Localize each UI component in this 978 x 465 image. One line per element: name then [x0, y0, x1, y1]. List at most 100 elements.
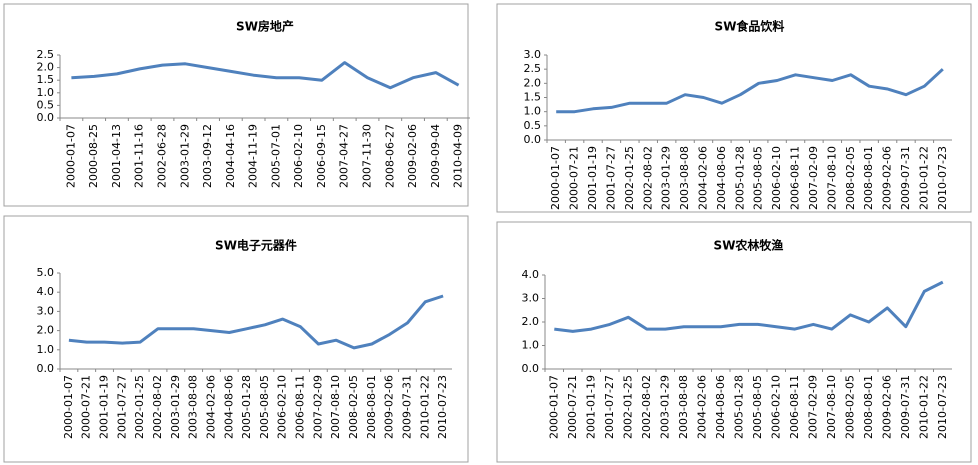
- x-tick-label: 2006-02-10: [769, 375, 782, 439]
- x-tick-label: 2003-08-08: [677, 375, 690, 439]
- x-tick-label: 2000-01-07: [547, 375, 560, 439]
- x-tick-label: 2008-02-05: [844, 146, 857, 210]
- x-tick-label: 2005-01-28: [240, 375, 253, 439]
- chart-frame: [496, 3, 972, 213]
- x-tick-label: 2000-01-07: [549, 146, 562, 210]
- y-tick-label: 5.0: [37, 266, 55, 279]
- x-tick-label: 2005-01-28: [733, 146, 746, 210]
- chart-panel: SW房地产 0.00.51.01.52.02.5 2000-01-07 2000-08…: [3, 3, 470, 207]
- y-tick-label: 2.0: [37, 61, 55, 74]
- x-tick-label: 2003-01-29: [658, 375, 671, 439]
- y-tick-label: 0.0: [524, 133, 542, 146]
- x-tick-label: 2005-08-05: [258, 375, 271, 439]
- x-tick-label: 2002-01-25: [623, 146, 636, 210]
- y-tick-label: 1.0: [524, 105, 542, 118]
- x-tick-label: 2001-04-13: [110, 124, 123, 188]
- data-line: [554, 280, 944, 333]
- y-tick-label: 2.5: [524, 62, 542, 75]
- y-tick-label: 1.0: [37, 343, 55, 356]
- x-tick-label: 2001-01-19: [586, 146, 599, 210]
- x-tick-label: 2001-01-19: [98, 375, 111, 439]
- chart-title: SW房地产: [236, 19, 294, 34]
- x-tick-label: 2005-08-05: [751, 375, 764, 439]
- y-tick-label: 0.0: [37, 362, 55, 375]
- x-tick-label: 2001-07-27: [603, 375, 616, 439]
- x-tick-label: 2004-02-06: [695, 375, 708, 439]
- x-tick-label: 2003-08-08: [678, 146, 691, 210]
- x-tick-label: 2003-01-29: [169, 375, 182, 439]
- x-tick-label: 2008-08-01: [862, 375, 875, 439]
- x-tick-label: 2000-01-07: [62, 375, 75, 439]
- x-tick-label: 2008-08-01: [365, 375, 378, 439]
- y-tick-label: 1.0: [37, 86, 55, 99]
- x-tick-label: 2001-01-19: [584, 375, 597, 439]
- chart-frame: [3, 3, 469, 207]
- x-tick-label: 2000-07-21: [80, 375, 93, 439]
- chart-panel: SW农林牧渔 0.0 1.0 2.0 3.0 4.0 2000-01-07 2000-07-2…: [496, 221, 972, 463]
- y-tick-label: 2.0: [522, 315, 540, 328]
- chart-title: SW农林牧渔: [714, 238, 784, 253]
- x-tick-label: 2000-07-21: [566, 375, 579, 439]
- x-tick-label: 2010-04-09: [452, 124, 465, 188]
- x-tick-label: 2008-02-05: [843, 375, 856, 439]
- x-tick-label: 2004-08-06: [715, 146, 728, 210]
- x-tick-label: 2007-08-10: [825, 375, 838, 439]
- x-tick-label: 2006-08-11: [788, 375, 801, 439]
- x-tick-label: 2008-08-01: [862, 146, 875, 210]
- x-tick-label: 2004-08-06: [222, 375, 235, 439]
- x-tick-label: 2009-07-31: [400, 375, 413, 439]
- chart-frame: [3, 215, 469, 463]
- x-tick-label: 2002-08-02: [640, 375, 653, 439]
- x-tick-label: 2002-01-25: [133, 375, 146, 439]
- x-tick-label: 2004-02-06: [696, 146, 709, 210]
- y-tick-label: 1.5: [524, 91, 542, 104]
- y-tick-label: 4.0: [522, 268, 540, 281]
- y-tick-label: 1.0: [522, 339, 540, 352]
- x-tick-label: 2010-07-23: [936, 146, 949, 210]
- x-tick-label: 2008-06-27: [383, 124, 396, 188]
- data-line: [71, 61, 460, 90]
- chart-title: SW电子元器件: [215, 238, 297, 253]
- x-tick-label: 2006-09-15: [315, 124, 328, 188]
- y-tick-label: 2.0: [524, 76, 542, 89]
- x-tick-label: 2001-07-27: [115, 375, 128, 439]
- x-tick-label: 2004-02-06: [204, 375, 217, 439]
- x-tick-label: 2003-01-29: [660, 146, 673, 210]
- x-tick-label: 2010-01-22: [418, 375, 431, 439]
- x-tick-label: 2004-08-06: [714, 375, 727, 439]
- x-tick-label: 2007-11-30: [361, 124, 374, 188]
- x-tick-label: 2009-07-31: [899, 146, 912, 210]
- chart-title: SW食品饮料: [715, 19, 785, 34]
- y-tick-label: 2.5: [37, 48, 55, 61]
- x-tick-label: 2002-08-02: [641, 146, 654, 210]
- x-tick-label: 2005-08-05: [752, 146, 765, 210]
- y-tick-label: 0.0: [37, 111, 55, 124]
- x-tick-label: 2007-02-09: [807, 146, 820, 210]
- x-tick-label: 2005-01-28: [732, 375, 745, 439]
- y-tick-label: 4.0: [37, 285, 55, 298]
- chart-frame: [496, 221, 972, 463]
- x-tick-label: 2003-01-29: [178, 124, 191, 188]
- x-tick-label: 2010-01-22: [917, 375, 930, 439]
- x-tick-label: 2001-11-16: [133, 124, 146, 188]
- x-tick-label: 2006-08-11: [294, 375, 307, 439]
- x-tick-label: 2003-09-12: [201, 124, 214, 188]
- x-tick-label: 2010-07-23: [436, 375, 449, 439]
- y-tick-label: 0.5: [524, 119, 542, 132]
- x-tick-label: 2000-01-07: [64, 124, 77, 188]
- x-tick-label: 2003-08-08: [187, 375, 200, 439]
- data-line: [68, 294, 444, 350]
- y-tick-label: 3.0: [522, 292, 540, 305]
- x-tick-label: 2009-07-31: [899, 375, 912, 439]
- y-tick-label: 2.0: [37, 324, 55, 337]
- x-tick-label: 2002-06-28: [156, 124, 169, 188]
- x-tick-label: 2010-07-23: [936, 375, 949, 439]
- y-tick-label: 3.0: [37, 304, 55, 317]
- x-tick-label: 2000-08-25: [87, 124, 100, 188]
- chart-panel: SW电子元器件 0.0 1.0 2.0 3.0 4.0 5.0 2000-01-07 2000-…: [3, 215, 469, 463]
- x-tick-label: 2004-04-16: [224, 124, 237, 188]
- y-tick-label: 0.0: [522, 362, 540, 375]
- y-tick-label: 1.5: [37, 73, 55, 86]
- x-tick-label: 2009-09-04: [429, 124, 442, 188]
